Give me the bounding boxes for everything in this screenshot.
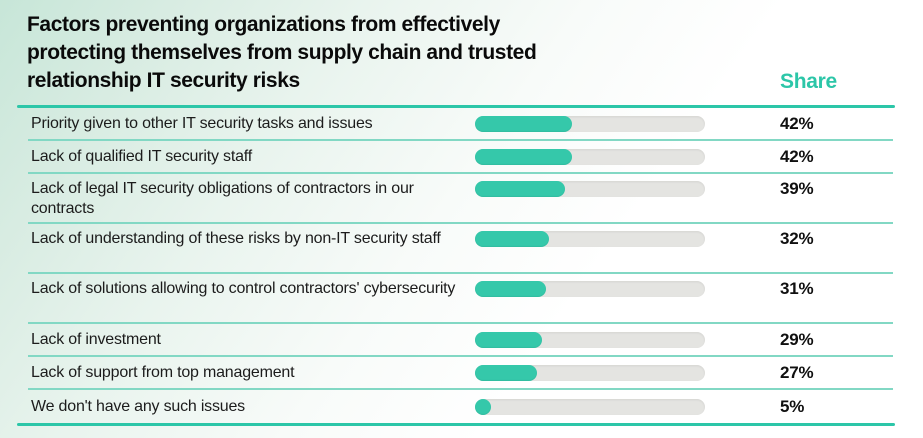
bar-fill [475, 148, 572, 165]
table-row: Lack of solutions allowing to control co… [28, 274, 893, 324]
table-row: Lack of support from top management 27% [28, 357, 893, 390]
bar-track [475, 398, 705, 415]
bar-track [475, 331, 705, 348]
share-value: 42% [780, 146, 814, 166]
header-divider [17, 105, 895, 108]
table-row: Priority given to other IT security task… [28, 108, 893, 141]
share-column-header: Share [780, 70, 837, 93]
chart-title-line-3: relationship IT security risks [27, 69, 300, 92]
bar-track [475, 148, 705, 165]
share-value: 39% [780, 179, 814, 198]
share-value: 27% [780, 362, 814, 382]
factor-table: Priority given to other IT security task… [28, 108, 893, 423]
factor-label: Lack of legal IT security obligations of… [31, 180, 414, 217]
factor-label: We don't have any such issues [31, 397, 245, 415]
bar-track [475, 364, 705, 381]
factor-label: Lack of support from top management [31, 363, 295, 381]
factor-label: Lack of investment [31, 330, 161, 348]
bar-fill [475, 231, 549, 247]
table-row: We don't have any such issues 5% [28, 390, 893, 423]
bar-fill [475, 115, 572, 132]
share-value: 42% [780, 113, 814, 133]
factor-label: Lack of understanding of these risks by … [31, 230, 441, 247]
bar-fill [475, 281, 547, 297]
bar-track [475, 231, 705, 247]
bar-fill [475, 331, 542, 348]
bar-fill [475, 364, 538, 381]
bar-track [475, 281, 705, 297]
chart-header: Factors preventing organizations from ef… [0, 0, 923, 105]
chart-title: Factors preventing organizations from ef… [27, 11, 537, 95]
chart-title-line-2: protecting themselves from supply chain … [27, 41, 537, 64]
share-value: 31% [780, 279, 814, 298]
bottom-divider [17, 423, 895, 426]
share-value: 5% [780, 396, 805, 416]
share-value: 29% [780, 329, 814, 349]
bar-fill [475, 398, 491, 415]
bar-track [475, 115, 705, 132]
share-value: 32% [780, 229, 814, 248]
table-row: Lack of understanding of these risks by … [28, 224, 893, 274]
table-row: Lack of investment 29% [28, 324, 893, 357]
table-row: Lack of legal IT security obligations of… [28, 174, 893, 224]
factor-label: Priority given to other IT security task… [31, 114, 373, 132]
chart-title-line-1: Factors preventing organizations from ef… [27, 13, 500, 36]
factor-label: Lack of solutions allowing to control co… [31, 280, 456, 297]
bar-track [475, 181, 705, 197]
table-row: Lack of qualified IT security staff 42% [28, 141, 893, 174]
factor-label: Lack of qualified IT security staff [31, 147, 252, 165]
bar-fill [475, 181, 565, 197]
